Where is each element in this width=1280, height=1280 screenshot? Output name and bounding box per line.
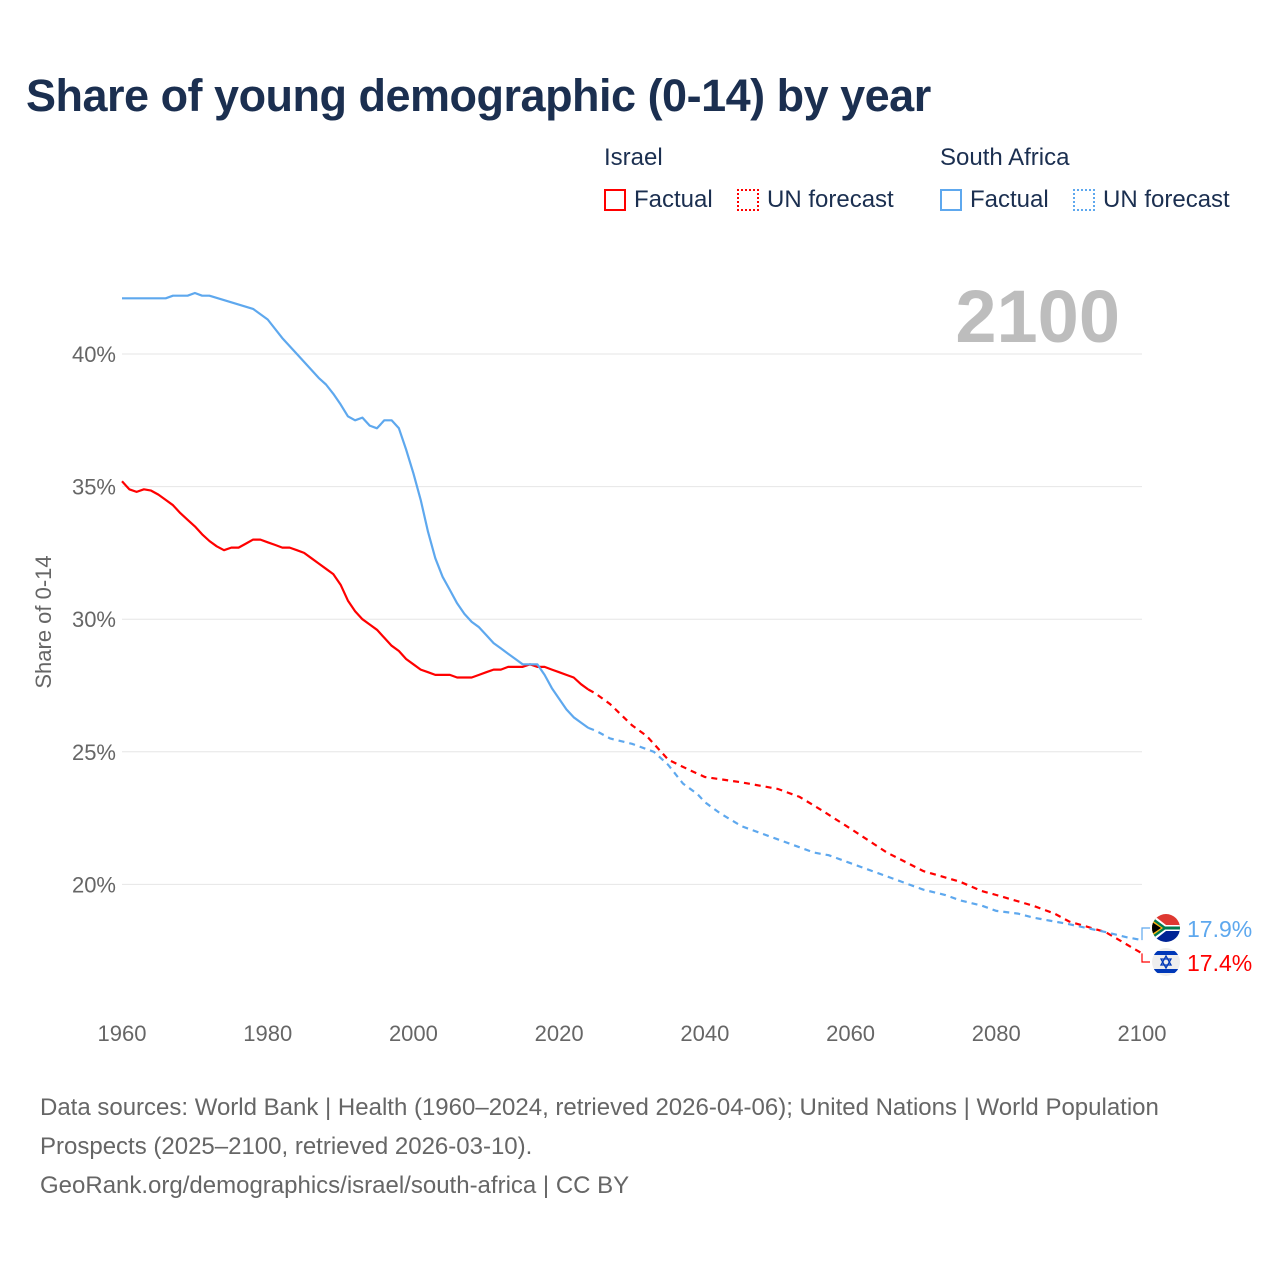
y-tick-label: 40% [72, 342, 116, 367]
legend-swatch-solid [604, 189, 626, 211]
south-africa-forecast-line [587, 726, 1143, 942]
legend-israel-forecast[interactable]: UN forecast [737, 186, 894, 214]
legend-group-south-africa: South Africa [940, 144, 1070, 171]
y-tick-label: 30% [72, 607, 116, 632]
x-tick-label: 2040 [680, 1021, 729, 1046]
legend-label: Factual [970, 186, 1049, 213]
legend-label: UN forecast [767, 186, 894, 213]
south-africa-end-label: 17.9% [1187, 916, 1252, 942]
y-tick-label: 35% [72, 475, 116, 500]
legend-group-israel: Israel [604, 144, 663, 171]
legend-swatch-dotted [1073, 189, 1095, 211]
x-tick-label: 2060 [826, 1021, 875, 1046]
x-tick-label: 2000 [389, 1021, 438, 1046]
israel-end-connector [1141, 953, 1150, 963]
south-africa-factual-line [122, 291, 589, 729]
israel-forecast-line [587, 688, 1143, 955]
legend-israel-factual[interactable]: Factual [604, 186, 713, 214]
x-tick-label: 2080 [972, 1021, 1021, 1046]
flag [1152, 948, 1180, 976]
flag-black [1152, 922, 1161, 934]
legend-swatch-dotted [737, 189, 759, 211]
legend-swatch-solid [940, 189, 962, 211]
star-of-david-icon [1159, 954, 1173, 970]
year-watermark: 2100 [955, 275, 1120, 358]
sources: Data sources: World Bank | Health (1960–… [40, 1088, 1190, 1205]
legend-south-africa-factual[interactable]: Factual [940, 186, 1049, 214]
israel-factual-line [121, 480, 589, 691]
legend-south-africa-forecast[interactable]: UN forecast [1073, 186, 1230, 214]
flag-stripe [1152, 969, 1180, 973]
sources-text: Data sources: World Bank | Health (1960–… [40, 1094, 1159, 1160]
x-tick-label: 2100 [1118, 1021, 1167, 1046]
flag-green [1152, 917, 1180, 939]
south-africa-end-connector [1141, 927, 1150, 941]
x-tick-label: 1960 [98, 1021, 147, 1046]
y-tick-label: 25% [72, 740, 116, 765]
y-axis-label: Share of 0-14 [31, 555, 56, 688]
sources-link[interactable]: GeoRank.org/demographics/israel/south-af… [40, 1172, 630, 1199]
israel-end-label: 17.4% [1187, 950, 1252, 976]
x-tick-label: 2020 [535, 1021, 584, 1046]
legend-label: UN forecast [1103, 186, 1230, 213]
flag [1152, 914, 1180, 942]
legend-label: Factual [634, 186, 713, 213]
y-tick-label: 20% [72, 872, 116, 897]
x-tick-label: 1980 [243, 1021, 292, 1046]
south-africa-flag-icon [1152, 914, 1180, 942]
israel-flag-icon [1152, 948, 1180, 976]
flag-stripe [1152, 951, 1180, 955]
chart-title: Share of young demographic (0-14) by yea… [26, 70, 931, 121]
